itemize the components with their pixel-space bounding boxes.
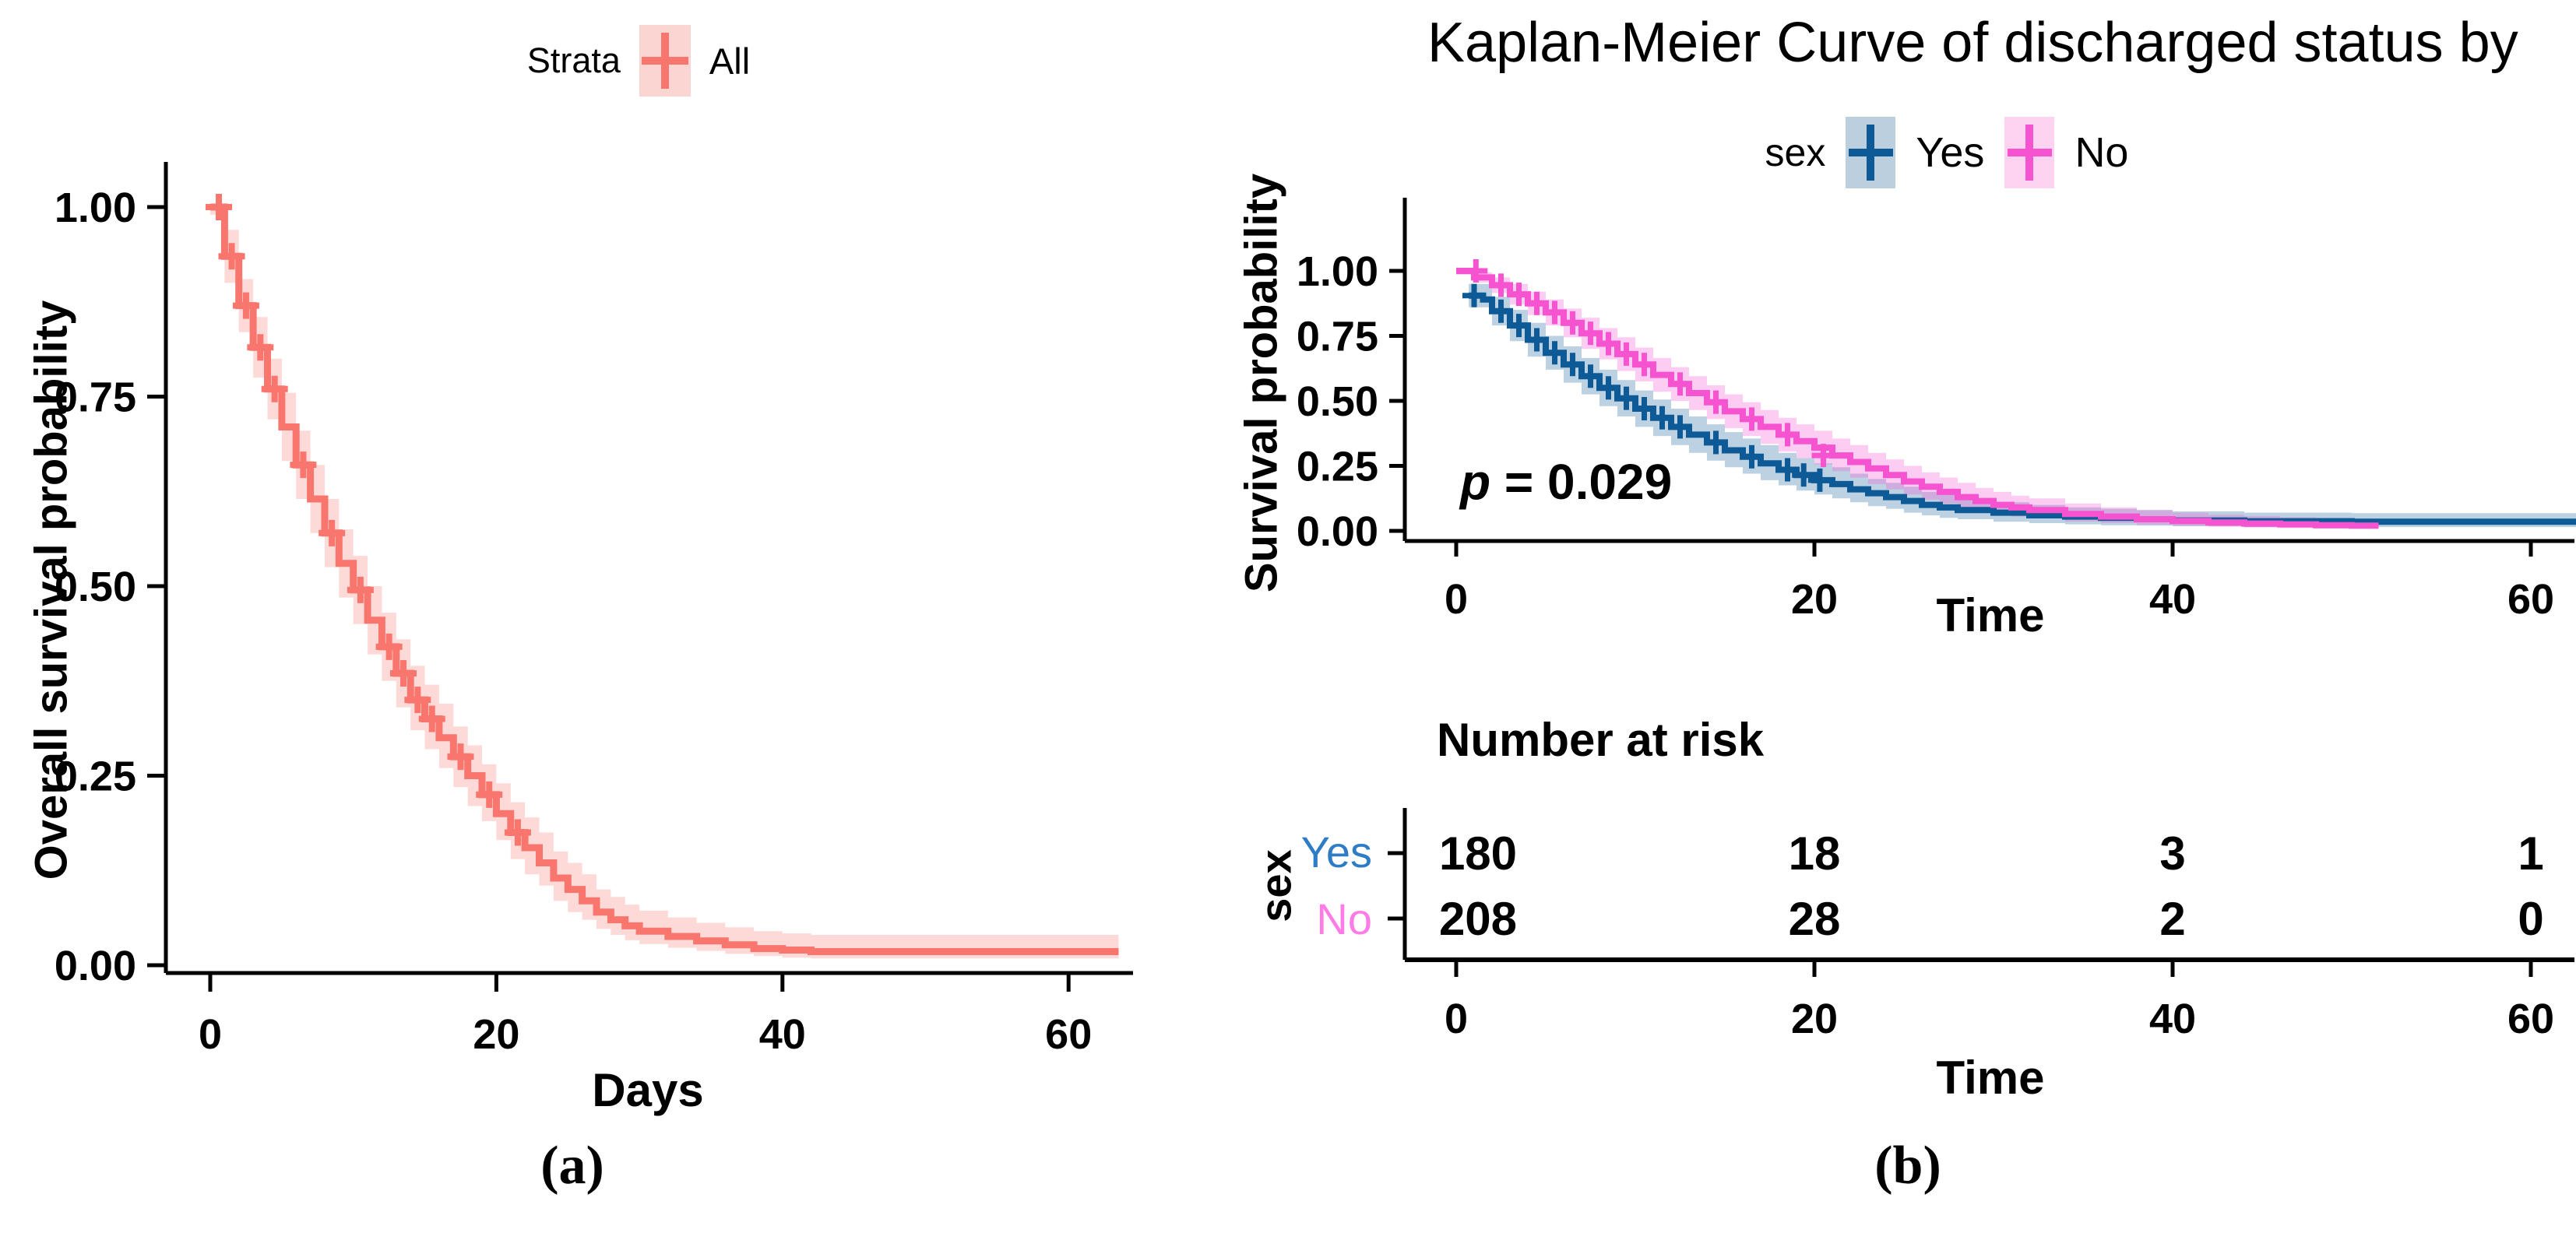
legend-sex: sex Yes No [1596, 114, 2297, 191]
p-value-annotation: p = 0.029 [1460, 453, 1672, 511]
risk-count: 180 [1439, 827, 1517, 880]
panel-caption-b: (b) [1874, 1136, 1941, 1196]
legend-strata: Strata All [405, 22, 872, 100]
legend-title: sex [1765, 131, 1826, 174]
risk-count: 1 [2518, 827, 2543, 880]
legend-key-no [2004, 117, 2055, 188]
legend-item-label: Yes [1916, 129, 1985, 176]
svg-text:20: 20 [473, 1011, 519, 1058]
risk-count: 208 [1439, 893, 1517, 945]
svg-text:60: 60 [2507, 996, 2554, 1042]
legend-key-all [639, 25, 691, 97]
svg-text:40: 40 [2149, 996, 2196, 1042]
svg-text:0: 0 [1445, 576, 1468, 623]
risk-row-label-no: No [1316, 894, 1372, 943]
p-value-text: = 0.029 [1490, 454, 1673, 510]
y-axis-label-b: Survival probability [1236, 173, 1287, 593]
y-axis-label-a: Overall survival probability [26, 300, 77, 880]
svg-text:0.00: 0.00 [1297, 508, 1378, 555]
legend-key-yes [1846, 117, 1896, 188]
svg-text:40: 40 [2149, 576, 2196, 623]
legend-title: Strata [526, 40, 621, 80]
plus-icon [1867, 125, 1875, 181]
svg-text:0.00: 0.00 [55, 943, 136, 989]
x-axis-label-a: Days [592, 1064, 704, 1116]
svg-text:60: 60 [2507, 576, 2554, 623]
risk-table-title: Number at risk [1437, 714, 1765, 766]
x-axis-label-risk: Time [1936, 1052, 2045, 1104]
svg-text:60: 60 [1045, 1011, 1092, 1058]
risk-count: 2 [2159, 893, 2185, 945]
svg-text:1.00: 1.00 [55, 184, 136, 231]
plus-icon [2025, 125, 2034, 181]
legend-item-label: No [2075, 129, 2129, 176]
plus-icon [660, 33, 669, 89]
svg-text:0: 0 [1445, 996, 1468, 1042]
svg-text:0.75: 0.75 [1297, 314, 1378, 360]
risk-count: 3 [2159, 827, 2185, 880]
svg-text:0.50: 0.50 [1297, 378, 1378, 425]
p-symbol: p [1460, 454, 1491, 510]
x-axis-label-b: Time [1936, 589, 2045, 641]
risk-count: 0 [2518, 893, 2543, 945]
svg-text:20: 20 [1791, 576, 1838, 623]
risk-count: 18 [1789, 827, 1841, 880]
chart-title-b: Kaplan-Meier Curve of discharged status … [1427, 12, 2518, 74]
risk-row-label-yes: Yes [1300, 827, 1372, 876]
svg-text:0.25: 0.25 [1297, 444, 1378, 490]
svg-text:20: 20 [1791, 996, 1838, 1042]
risk-count: 28 [1789, 893, 1841, 945]
svg-text:0: 0 [199, 1011, 222, 1058]
panel-caption-a: (a) [540, 1136, 604, 1196]
svg-text:1.00: 1.00 [1297, 248, 1378, 295]
legend-item-label: All [709, 40, 751, 82]
svg-text:40: 40 [759, 1011, 806, 1058]
